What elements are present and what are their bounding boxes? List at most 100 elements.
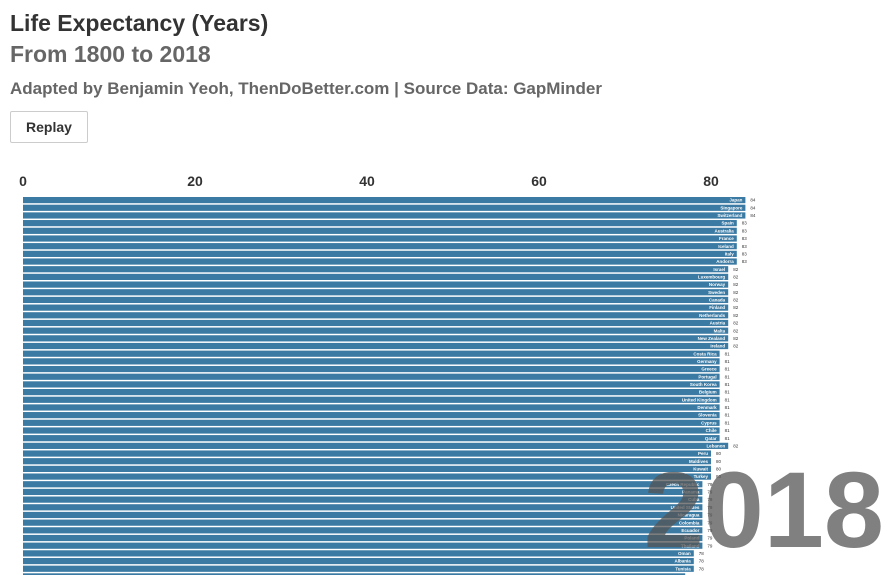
bar-category-label: Colombia bbox=[679, 520, 700, 525]
bar bbox=[23, 373, 720, 380]
bar bbox=[23, 243, 737, 250]
bar bbox=[23, 281, 729, 288]
bar-value-label: 81 bbox=[725, 359, 731, 364]
bar bbox=[23, 404, 720, 411]
bar-category-label: Sweden bbox=[708, 290, 725, 295]
bar-value-label: 81 bbox=[725, 428, 731, 433]
bar-category-label: Thailand bbox=[681, 543, 700, 548]
bar-value-label: 79 bbox=[707, 536, 713, 541]
bar-category-label: France bbox=[719, 236, 734, 241]
bar-category-label: Cyprus bbox=[701, 420, 717, 425]
bar-value-label: 82 bbox=[733, 313, 739, 318]
bar bbox=[23, 412, 720, 419]
bar-value-label: 81 bbox=[725, 397, 731, 402]
bar-category-label: Germany bbox=[697, 359, 717, 364]
bar bbox=[23, 204, 746, 211]
bar-value-label: 82 bbox=[733, 344, 739, 349]
bar-value-label: 81 bbox=[725, 390, 731, 395]
bar-value-label: 79 bbox=[707, 497, 713, 502]
bar bbox=[23, 335, 729, 342]
bar-category-label: South Korea bbox=[690, 382, 717, 387]
bar bbox=[23, 511, 703, 519]
bar-value-label: 81 bbox=[725, 367, 731, 372]
bar-value-label: 81 bbox=[725, 436, 731, 441]
bar-category-label: Norway bbox=[709, 282, 726, 287]
bar-category-label: Finland bbox=[709, 305, 725, 310]
bar-value-label: 81 bbox=[725, 374, 731, 379]
bar-value-label: 79 bbox=[707, 490, 713, 495]
bar-category-label: Iceland bbox=[718, 244, 734, 249]
bar bbox=[23, 327, 729, 334]
bar bbox=[23, 220, 737, 227]
source-credit: Adapted by Benjamin Yeoh, ThenDoBetter.c… bbox=[10, 79, 602, 98]
bar-value-label: 83 bbox=[742, 244, 748, 249]
bar-value-label: 82 bbox=[733, 298, 739, 303]
bar-value-label: 79 bbox=[707, 520, 713, 525]
bar bbox=[23, 427, 720, 434]
bar bbox=[23, 358, 720, 365]
bar-value-label: 80 bbox=[716, 459, 722, 464]
bar-category-label: Israel bbox=[713, 267, 725, 272]
bar-category-label: Switzerland bbox=[717, 213, 742, 218]
bar-value-label: 83 bbox=[742, 236, 748, 241]
bar bbox=[23, 542, 703, 549]
bar-category-label: Malta bbox=[714, 328, 726, 333]
bar-category-label: United States bbox=[671, 505, 700, 510]
bar-value-label: 80 bbox=[716, 467, 722, 472]
bar-category-label: Qatar bbox=[705, 436, 717, 441]
bar bbox=[23, 419, 720, 426]
bar-category-label: Maldives bbox=[689, 459, 709, 464]
x-tick-label: 60 bbox=[531, 173, 547, 189]
bar-value-label: 83 bbox=[742, 251, 748, 256]
bar-category-label: Ireland bbox=[710, 344, 725, 349]
bar-value-label: 81 bbox=[725, 413, 731, 418]
bar-value-label: 82 bbox=[733, 336, 739, 341]
bar bbox=[23, 450, 711, 457]
bar-value-label: 83 bbox=[742, 259, 748, 264]
bar bbox=[23, 573, 686, 575]
year-label: 2018 bbox=[644, 449, 884, 570]
bar-value-label: 80 bbox=[716, 451, 722, 456]
bar bbox=[23, 389, 720, 396]
bar-value-label: 79 bbox=[707, 482, 713, 487]
bar bbox=[23, 565, 694, 572]
bar-category-label: Netherlands bbox=[699, 313, 726, 318]
bar-value-label: 78 bbox=[699, 559, 705, 564]
background-bars bbox=[23, 573, 686, 575]
bar-category-label: Portugal bbox=[698, 374, 716, 379]
bar-category-label: United Kingdom bbox=[682, 397, 717, 402]
bar-value-label: 82 bbox=[733, 321, 739, 326]
bar bbox=[23, 458, 711, 465]
bar bbox=[23, 550, 694, 557]
bar-value-label: 82 bbox=[733, 290, 739, 295]
x-tick-label: 20 bbox=[187, 173, 203, 189]
bar bbox=[23, 534, 703, 542]
bar-category-label: Peru bbox=[698, 451, 708, 456]
bar-value-label: 82 bbox=[733, 282, 739, 287]
bar bbox=[23, 273, 729, 280]
x-tick-label: 0 bbox=[19, 173, 27, 189]
bar bbox=[23, 342, 729, 350]
bar-value-label: 84 bbox=[750, 213, 756, 218]
bar-category-label: New Zealand bbox=[698, 336, 726, 341]
x-tick-label: 80 bbox=[703, 173, 719, 189]
bar-value-label: 82 bbox=[733, 267, 739, 272]
bar bbox=[23, 488, 703, 496]
bar-category-label: Nicaragua bbox=[678, 513, 700, 518]
x-tick-label: 40 bbox=[359, 173, 375, 189]
bar-category-label: Greece bbox=[701, 367, 717, 372]
bar-value-label: 82 bbox=[733, 275, 739, 280]
bar-category-label: Cuba bbox=[688, 497, 700, 502]
bar-category-label: Singapore bbox=[720, 205, 743, 210]
bar-category-label: Slovenia bbox=[698, 413, 717, 418]
bar-series: Japan 84 Singapore 84 Switzerland 84 Spain 83 Au… bbox=[23, 197, 756, 572]
bar bbox=[23, 197, 746, 204]
x-axis: 0 20 40 60 80 bbox=[19, 173, 719, 189]
bar-value-label: 81 bbox=[725, 405, 731, 410]
bar-value-label: 82 bbox=[733, 305, 739, 310]
bar-category-label: Kuwait bbox=[693, 467, 708, 472]
bar-category-label: Japan bbox=[729, 198, 742, 203]
replay-button[interactable]: Replay bbox=[10, 111, 88, 143]
bar bbox=[23, 396, 720, 403]
